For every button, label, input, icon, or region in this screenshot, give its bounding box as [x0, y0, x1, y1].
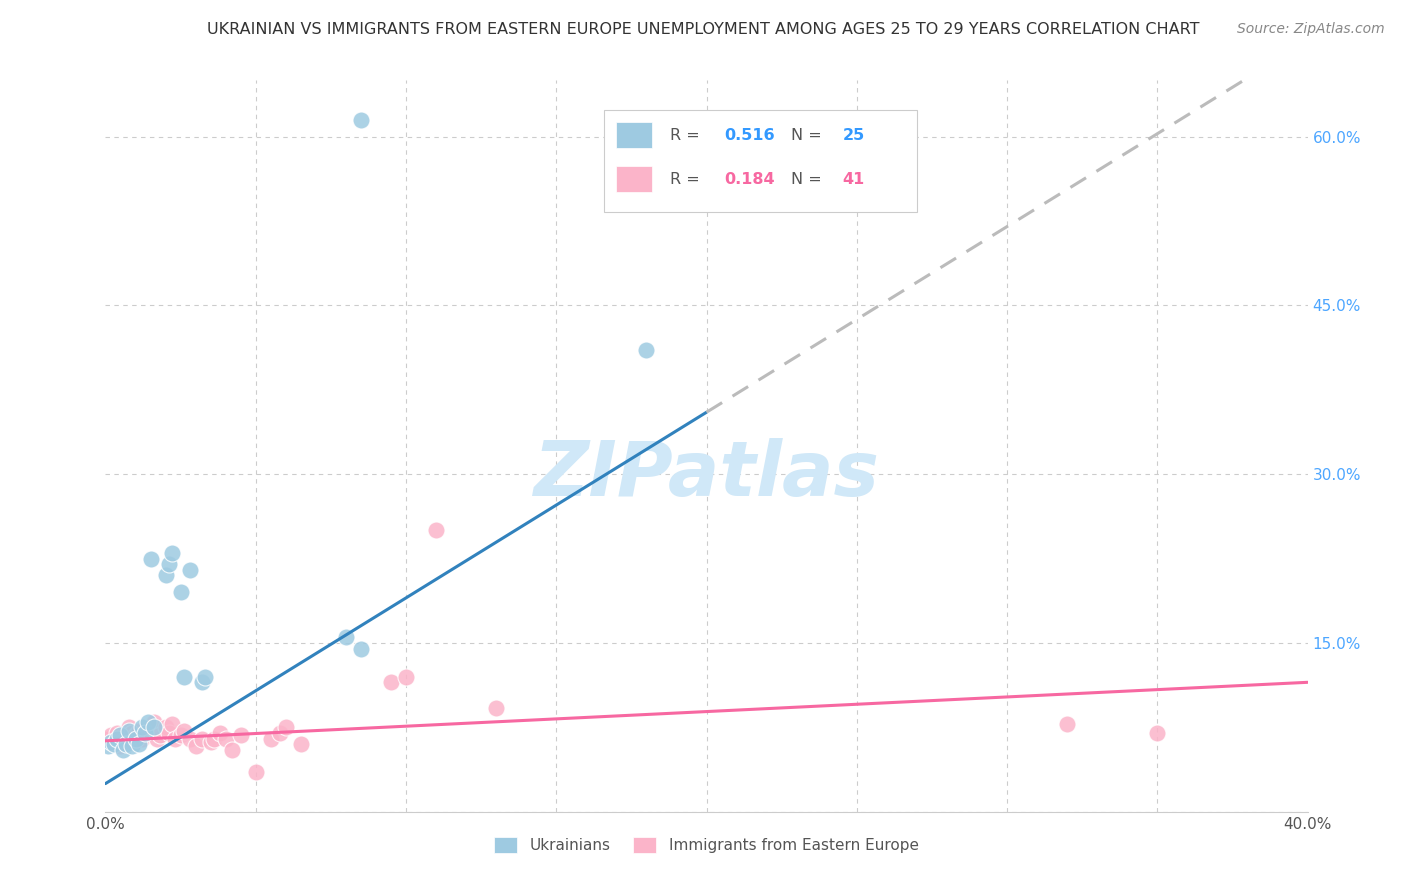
Point	[131, 731, 153, 746]
Text: 25: 25	[842, 128, 865, 143]
Point	[200, 735, 222, 749]
Point	[103, 737, 125, 751]
FancyBboxPatch shape	[605, 110, 917, 212]
Point	[335, 630, 357, 644]
Point	[160, 717, 183, 731]
Point	[139, 551, 162, 566]
Point	[169, 728, 191, 742]
Point	[350, 641, 373, 656]
Text: R =: R =	[671, 171, 706, 186]
Point	[274, 720, 297, 734]
Text: 0.516: 0.516	[724, 128, 775, 143]
Point	[118, 720, 141, 734]
Point	[118, 723, 141, 738]
Point	[100, 735, 122, 749]
Point	[179, 563, 201, 577]
Point	[425, 524, 447, 538]
Point	[245, 765, 267, 780]
Point	[260, 731, 283, 746]
Point	[194, 670, 217, 684]
Point	[173, 670, 195, 684]
Point	[214, 731, 236, 746]
Point	[100, 728, 122, 742]
Legend: Ukrainians, Immigrants from Eastern Europe: Ukrainians, Immigrants from Eastern Euro…	[488, 830, 925, 859]
Point	[131, 720, 153, 734]
Point	[128, 723, 150, 738]
Point	[121, 739, 143, 754]
Text: ZIPatlas: ZIPatlas	[533, 438, 880, 512]
Point	[157, 726, 180, 740]
Point	[110, 739, 132, 754]
Point	[115, 731, 138, 746]
Point	[97, 739, 120, 754]
Point	[155, 720, 177, 734]
FancyBboxPatch shape	[616, 166, 652, 192]
Point	[97, 731, 120, 746]
Point	[1056, 717, 1078, 731]
Point	[160, 546, 183, 560]
Point	[173, 723, 195, 738]
Point	[121, 726, 143, 740]
Point	[202, 731, 225, 746]
Point	[169, 585, 191, 599]
Point	[107, 731, 129, 746]
FancyBboxPatch shape	[616, 122, 652, 148]
Point	[485, 701, 508, 715]
Point	[290, 737, 312, 751]
Text: 0.184: 0.184	[724, 171, 775, 186]
Point	[124, 728, 146, 742]
Point	[179, 731, 201, 746]
Point	[184, 739, 207, 754]
Point	[103, 737, 125, 751]
Point	[157, 557, 180, 571]
Point	[128, 737, 150, 751]
Text: UKRAINIAN VS IMMIGRANTS FROM EASTERN EUROPE UNEMPLOYMENT AMONG AGES 25 TO 29 YEA: UKRAINIAN VS IMMIGRANTS FROM EASTERN EUR…	[207, 22, 1199, 37]
Point	[145, 731, 167, 746]
Point	[269, 726, 291, 740]
Point	[142, 714, 165, 729]
Point	[380, 675, 402, 690]
Text: N =: N =	[790, 128, 827, 143]
Point	[636, 343, 658, 358]
Point	[107, 726, 129, 740]
Point	[124, 731, 146, 746]
Point	[139, 720, 162, 734]
Point	[110, 728, 132, 742]
Point	[229, 728, 252, 742]
Point	[190, 675, 212, 690]
Point	[1146, 726, 1168, 740]
Point	[163, 731, 186, 746]
Point	[155, 568, 177, 582]
Point	[136, 714, 159, 729]
Point	[350, 112, 373, 127]
Text: 41: 41	[842, 171, 865, 186]
Point	[112, 743, 135, 757]
Point	[112, 735, 135, 749]
Text: R =: R =	[671, 128, 706, 143]
Point	[134, 726, 156, 740]
Point	[115, 737, 138, 751]
Point	[190, 731, 212, 746]
Text: Source: ZipAtlas.com: Source: ZipAtlas.com	[1237, 22, 1385, 37]
Point	[208, 726, 231, 740]
Point	[221, 743, 243, 757]
Point	[142, 720, 165, 734]
Text: N =: N =	[790, 171, 827, 186]
Point	[395, 670, 418, 684]
Point	[148, 728, 170, 742]
